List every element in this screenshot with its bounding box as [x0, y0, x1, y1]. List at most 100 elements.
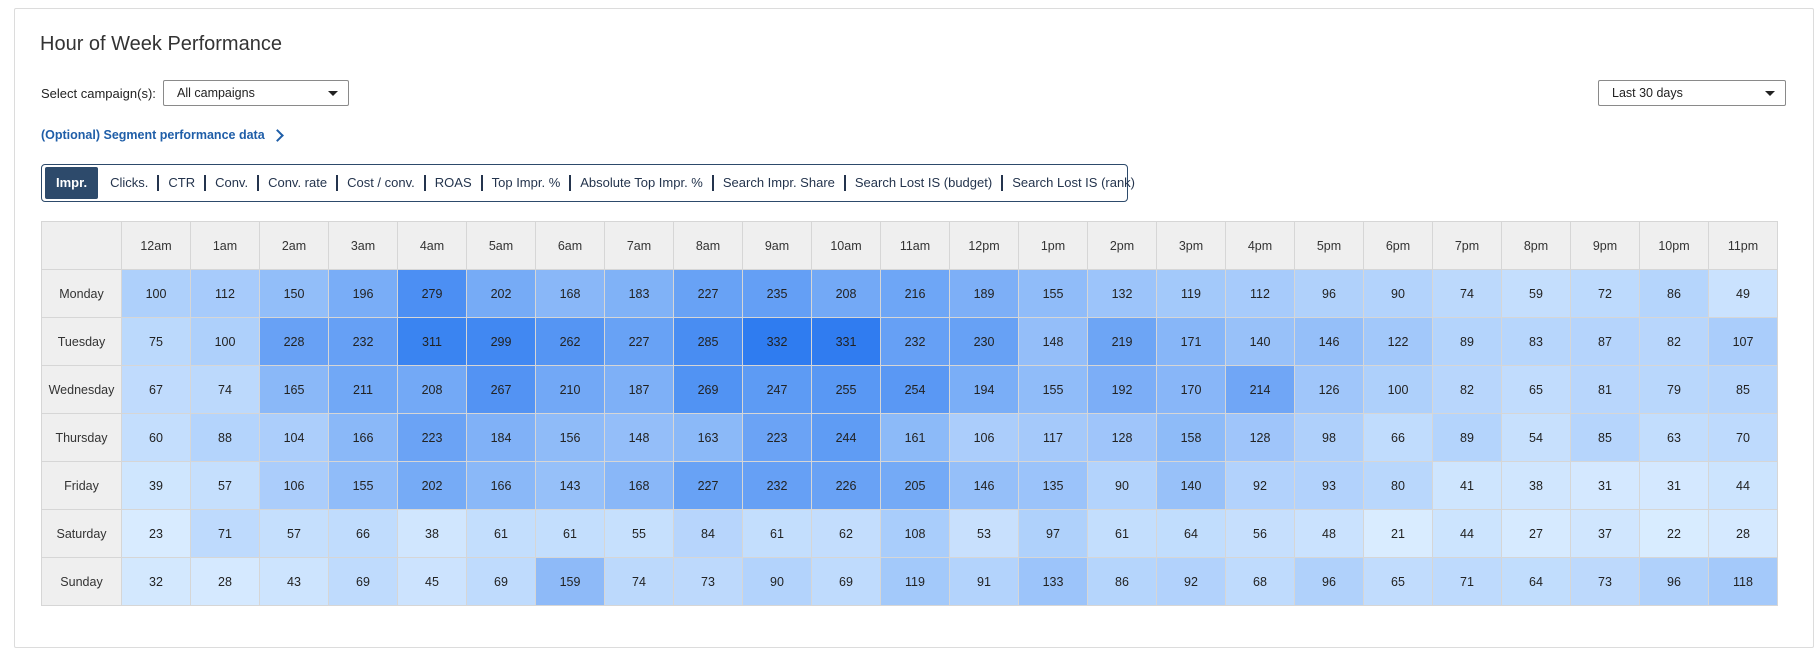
hour-header: 6pm	[1363, 221, 1433, 270]
heat-cell: 202	[466, 269, 536, 318]
heat-cell: 92	[1156, 557, 1226, 606]
heat-cell: 74	[190, 365, 260, 414]
heat-cell: 155	[1018, 365, 1088, 414]
heat-cell: 166	[328, 413, 398, 462]
metric-tab-conv[interactable]: Conv.	[206, 175, 260, 191]
heat-cell: 75	[121, 317, 191, 366]
heat-cell: 226	[811, 461, 881, 510]
heat-cell: 150	[259, 269, 329, 318]
metric-tab-clicks[interactable]: Clicks.	[101, 175, 160, 191]
campaign-select[interactable]: All campaigns	[163, 80, 349, 106]
heat-cell: 59	[1501, 269, 1571, 318]
heat-cell: 81	[1570, 365, 1640, 414]
campaign-select-label: Select campaign(s):	[41, 86, 156, 101]
heat-cell: 118	[1708, 557, 1778, 606]
hour-header: 2pm	[1087, 221, 1157, 270]
heat-cell: 156	[535, 413, 605, 462]
table-row: Friday 39 57 106 155 202 166 143 168 227 232 226 205…	[41, 461, 1778, 510]
heat-cell: 41	[1432, 461, 1502, 510]
metric-tab-search-lost-is-rank[interactable]: Search Lost IS (rank)	[1012, 175, 1136, 190]
heat-cell: 223	[397, 413, 467, 462]
metric-selector: Impr. Clicks. CTR Conv. Conv. rate Cost / con…	[41, 164, 1135, 202]
heat-cell: 96	[1639, 557, 1709, 606]
heat-cell: 66	[1363, 413, 1433, 462]
heat-cell: 71	[190, 509, 260, 558]
heat-cell: 106	[259, 461, 329, 510]
heat-cell: 57	[259, 509, 329, 558]
heat-cell: 88	[190, 413, 260, 462]
heat-cell: 70	[1708, 413, 1778, 462]
heat-cell: 54	[1501, 413, 1571, 462]
segment-performance-link[interactable]: (Optional) Segment performance data	[41, 128, 284, 142]
heat-cell: 37	[1570, 509, 1640, 558]
heat-cell: 39	[121, 461, 191, 510]
heat-cell: 62	[811, 509, 881, 558]
heat-cell: 73	[1570, 557, 1640, 606]
table-row: Tuesday 75 100 228 232 311 299 262 227 285 332 331 2…	[41, 317, 1778, 366]
hour-header: 10pm	[1639, 221, 1709, 270]
heat-cell: 61	[1087, 509, 1157, 558]
metric-tab-roas[interactable]: ROAS	[426, 175, 483, 191]
heat-cell: 79	[1639, 365, 1709, 414]
heat-cell: 61	[535, 509, 605, 558]
heat-cell: 61	[466, 509, 536, 558]
heat-cell: 112	[1225, 269, 1295, 318]
hour-header: 12am	[121, 221, 191, 270]
metric-tab-conv-rate[interactable]: Conv. rate	[259, 175, 339, 191]
heat-cell: 214	[1225, 365, 1295, 414]
heat-cell: 84	[673, 509, 743, 558]
caret-down-icon	[328, 91, 338, 96]
metric-tab-top-impr[interactable]: Top Impr. %	[483, 175, 572, 191]
heat-cell: 208	[811, 269, 881, 318]
heat-cell: 87	[1570, 317, 1640, 366]
heat-cell: 31	[1639, 461, 1709, 510]
heat-cell: 255	[811, 365, 881, 414]
heat-cell: 331	[811, 317, 881, 366]
heat-cell: 168	[604, 461, 674, 510]
heat-cell: 227	[604, 317, 674, 366]
heat-cell: 21	[1363, 509, 1433, 558]
heat-cell: 27	[1501, 509, 1571, 558]
hour-header: 1am	[190, 221, 260, 270]
heat-cell: 171	[1156, 317, 1226, 366]
heat-cell: 132	[1087, 269, 1157, 318]
heat-cell: 71	[1432, 557, 1502, 606]
heat-cell: 60	[121, 413, 191, 462]
heat-cell: 57	[190, 461, 260, 510]
hour-header: 5am	[466, 221, 536, 270]
metric-tab-cost-conv[interactable]: Cost / conv.	[338, 175, 426, 191]
heat-cell: 28	[1708, 509, 1778, 558]
day-label: Saturday	[41, 509, 122, 558]
heat-cell: 140	[1225, 317, 1295, 366]
heat-cell: 146	[949, 461, 1019, 510]
heat-cell: 49	[1708, 269, 1778, 318]
heat-cell: 90	[1087, 461, 1157, 510]
date-range-select[interactable]: Last 30 days	[1598, 80, 1786, 106]
metric-tab-impr[interactable]: Impr.	[45, 167, 99, 199]
heat-cell: 232	[742, 461, 812, 510]
hour-header: 9am	[742, 221, 812, 270]
date-range-value: Last 30 days	[1612, 86, 1683, 100]
heat-cell: 74	[1432, 269, 1502, 318]
metric-tab-search-impr-share[interactable]: Search Impr. Share	[714, 175, 846, 191]
heat-cell: 128	[1225, 413, 1295, 462]
heat-cell: 93	[1294, 461, 1364, 510]
metric-tab-ctr[interactable]: CTR	[159, 175, 207, 191]
heat-cell: 208	[397, 365, 467, 414]
heat-cell: 69	[466, 557, 536, 606]
heat-cell: 45	[397, 557, 467, 606]
metric-tab-search-lost-is-budget[interactable]: Search Lost IS (budget)	[846, 175, 1004, 191]
heat-cell: 65	[1363, 557, 1433, 606]
heat-cell: 126	[1294, 365, 1364, 414]
hour-header: 8pm	[1501, 221, 1571, 270]
heat-cell: 279	[397, 269, 467, 318]
metric-tab-absolute-top-impr[interactable]: Absolute Top Impr. %	[571, 175, 714, 191]
heat-cell: 166	[466, 461, 536, 510]
heat-cell: 183	[604, 269, 674, 318]
heat-cell: 86	[1087, 557, 1157, 606]
heat-cell: 196	[328, 269, 398, 318]
day-label: Tuesday	[41, 317, 122, 366]
heat-cell: 184	[466, 413, 536, 462]
heat-cell: 223	[742, 413, 812, 462]
heat-cell: 119	[1156, 269, 1226, 318]
